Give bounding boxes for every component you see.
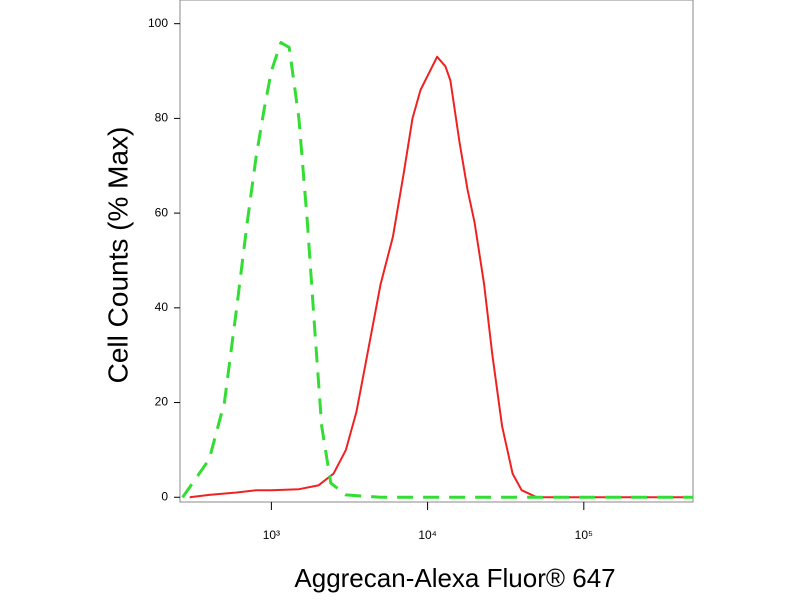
series-line (181, 41, 693, 499)
x-tick-label: 10⁵ (575, 528, 593, 542)
plot-frame (179, 0, 694, 503)
x-axis-label: Aggrecan-Alexa Fluor® 647 (294, 563, 615, 593)
y-tick-label: 80 (155, 111, 169, 125)
y-tick-label: 20 (155, 395, 169, 409)
y-axis-label: Cell Counts (% Max) (102, 127, 133, 384)
y-tick-label: 100 (148, 16, 168, 30)
series-line (189, 55, 693, 499)
y-tick-label: 40 (155, 300, 169, 314)
y-tick-label: 0 (161, 489, 168, 503)
y-tick-label: 60 (155, 205, 169, 219)
x-tick-label: 10⁴ (418, 528, 437, 542)
x-tick-label: 10³ (263, 528, 280, 542)
